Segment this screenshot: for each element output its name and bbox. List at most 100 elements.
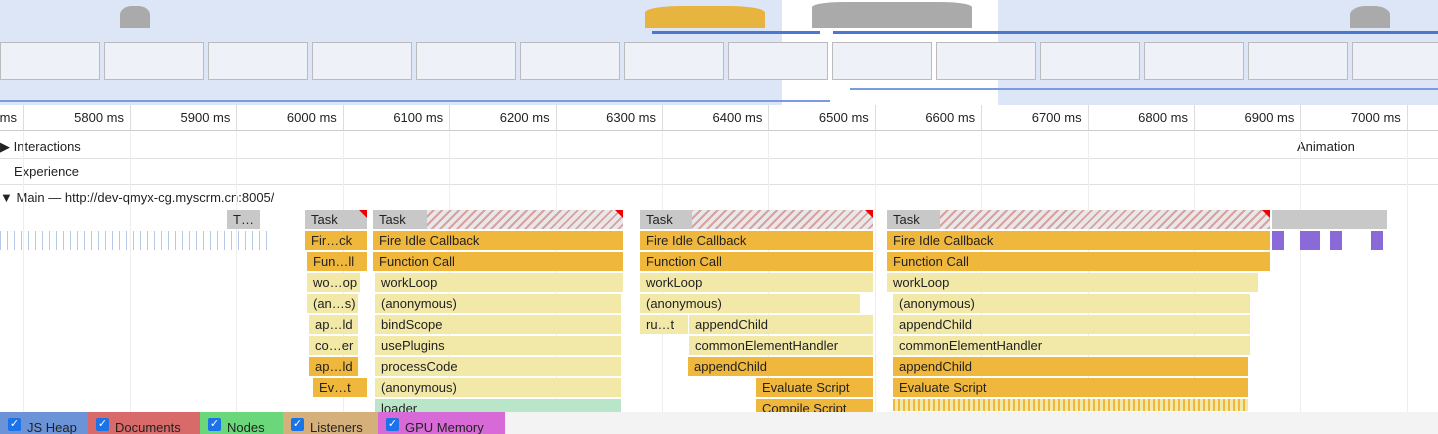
counter-toggle[interactable]: ✓ GPU Memory (378, 412, 505, 434)
flame-block[interactable]: Ev…t (313, 378, 367, 397)
tick-label: 6900 ms (1244, 110, 1295, 125)
flame-block[interactable]: co…er (309, 336, 358, 355)
flame-block[interactable]: loader (375, 399, 621, 412)
flame-block[interactable]: appendChild (689, 315, 873, 334)
checkbox-label: Nodes (227, 420, 265, 434)
event-sliver (1330, 231, 1342, 250)
grid-line (236, 132, 238, 412)
flame-block[interactable]: Function Call (887, 252, 1270, 271)
flame-block[interactable]: Fun…ll (307, 252, 367, 271)
tick-label: 6000 ms (286, 110, 337, 125)
flame-block[interactable]: workLoop (375, 273, 623, 292)
flame-block[interactable]: workLoop (640, 273, 873, 292)
track-header[interactable]: ▶ Interactions (0, 139, 81, 154)
checkbox[interactable]: ✓ (96, 418, 109, 431)
flame-block[interactable]: Fire Idle Callback (373, 231, 623, 250)
flame-block[interactable]: (anonymous) (893, 294, 1250, 313)
counter-toggle[interactable]: ✓ JS Heap (0, 412, 88, 434)
screenshot-thumb (936, 42, 1036, 80)
event-sliver (1300, 231, 1320, 250)
flame-block[interactable]: Compile Script (756, 399, 873, 412)
flame-block[interactable]: (an…s) (307, 294, 358, 313)
tick-line (662, 105, 663, 130)
checkbox-label: GPU Memory (405, 420, 484, 434)
flame-block[interactable]: wo…op (307, 273, 360, 292)
counter-toggle[interactable]: ✓ Listeners (283, 412, 378, 434)
counter-toggle[interactable]: ✓ Documents (88, 412, 200, 434)
track-header[interactable]: ▼ Main — http://dev-qmyx-cg.myscrm.cn:80… (0, 190, 275, 205)
tick-line (342, 105, 344, 130)
long-task-marker (865, 210, 873, 218)
grid-line (981, 132, 983, 412)
flame-block[interactable]: Task (373, 210, 427, 229)
flame-block[interactable]: Fire Idle Callback (887, 231, 1270, 250)
flame-block[interactable]: appendChild (893, 315, 1250, 334)
flame-block[interactable]: bindScope (375, 315, 621, 334)
flame-block[interactable]: commonElementHandler (689, 336, 873, 355)
flame-block[interactable]: (anonymous) (375, 294, 621, 313)
track-title: Interactions (13, 139, 81, 154)
flame-block[interactable]: (anonymous) (375, 378, 621, 397)
flame-block[interactable]: workLoop (887, 273, 1258, 292)
flame-block[interactable]: T… (227, 210, 260, 229)
grid-line (1087, 132, 1089, 412)
grid-line (1194, 132, 1195, 412)
heap-line (850, 88, 1438, 90)
screenshot-thumb (1040, 42, 1140, 80)
track-title: Experience (14, 164, 80, 179)
cpu-blob (645, 6, 765, 28)
tick-line (1406, 105, 1408, 130)
flame-block[interactable]: appendChild (688, 357, 873, 376)
flame-block[interactable]: Function Call (640, 252, 873, 271)
tick-line (981, 105, 983, 130)
screenshots (0, 42, 1438, 80)
grid-line (874, 132, 876, 412)
flame-block[interactable]: Fire Idle Callback (640, 231, 873, 250)
flame-block[interactable]: Evaluate Script (756, 378, 873, 397)
track-title: Animation (1297, 139, 1355, 154)
track-title: Main — http://dev-qmyx-cg.myscrm.cn:8005… (16, 190, 275, 205)
task-bar (887, 210, 1270, 229)
checkbox[interactable]: ✓ (8, 418, 21, 431)
tick-line (130, 105, 131, 130)
tick-line (1087, 105, 1089, 130)
tick-label: 6600 ms (925, 110, 976, 125)
flame-block[interactable]: processCode (375, 357, 621, 376)
screenshot-thumb (0, 42, 100, 80)
flame-block[interactable]: commonElementHandler (893, 336, 1250, 355)
grid-line (1300, 132, 1302, 412)
flame-block[interactable]: ap…ld (309, 315, 358, 334)
tick-label: 7000 ms (1350, 110, 1401, 125)
flame-block[interactable]: Fir…ck (305, 231, 367, 250)
flame-block[interactable]: Function Call (373, 252, 623, 271)
tick-label: 6200 ms (499, 110, 550, 125)
checkbox-label: Listeners (310, 420, 363, 434)
screenshot-thumb (1352, 42, 1438, 80)
flame-block[interactable]: usePlugins (375, 336, 621, 355)
checkbox[interactable]: ✓ (386, 418, 399, 431)
event-sliver (1371, 231, 1383, 250)
tick-label: 6500 ms (818, 110, 869, 125)
flame-block[interactable]: ru…t (640, 315, 688, 334)
flame-block[interactable]: Evaluate Script (893, 378, 1248, 397)
flame-block[interactable]: Task (305, 210, 367, 229)
tick-label: ms (0, 110, 17, 125)
checkbox[interactable]: ✓ (291, 418, 304, 431)
screenshot-thumb (520, 42, 620, 80)
flame-block[interactable]: ap…ld (309, 357, 358, 376)
overview (0, 0, 1438, 105)
tick-label: 5800 ms (74, 110, 124, 125)
flame-block[interactable]: Task (640, 210, 692, 229)
flame-block[interactable]: (anonymous) (640, 294, 860, 313)
counter-toggle[interactable]: ✓ Nodes (200, 412, 283, 434)
tick-label: 6300 ms (606, 110, 656, 125)
screenshot-thumb (728, 42, 828, 80)
flame-block[interactable]: Task (887, 210, 940, 229)
screenshot-thumb (624, 42, 724, 80)
checkbox[interactable]: ✓ (208, 418, 221, 431)
screenshot-thumb (208, 42, 308, 80)
flame-block[interactable]: appendChild (893, 357, 1248, 376)
tick-label: 6100 ms (393, 110, 444, 125)
grid-line (768, 132, 770, 412)
task-bar (373, 210, 623, 229)
